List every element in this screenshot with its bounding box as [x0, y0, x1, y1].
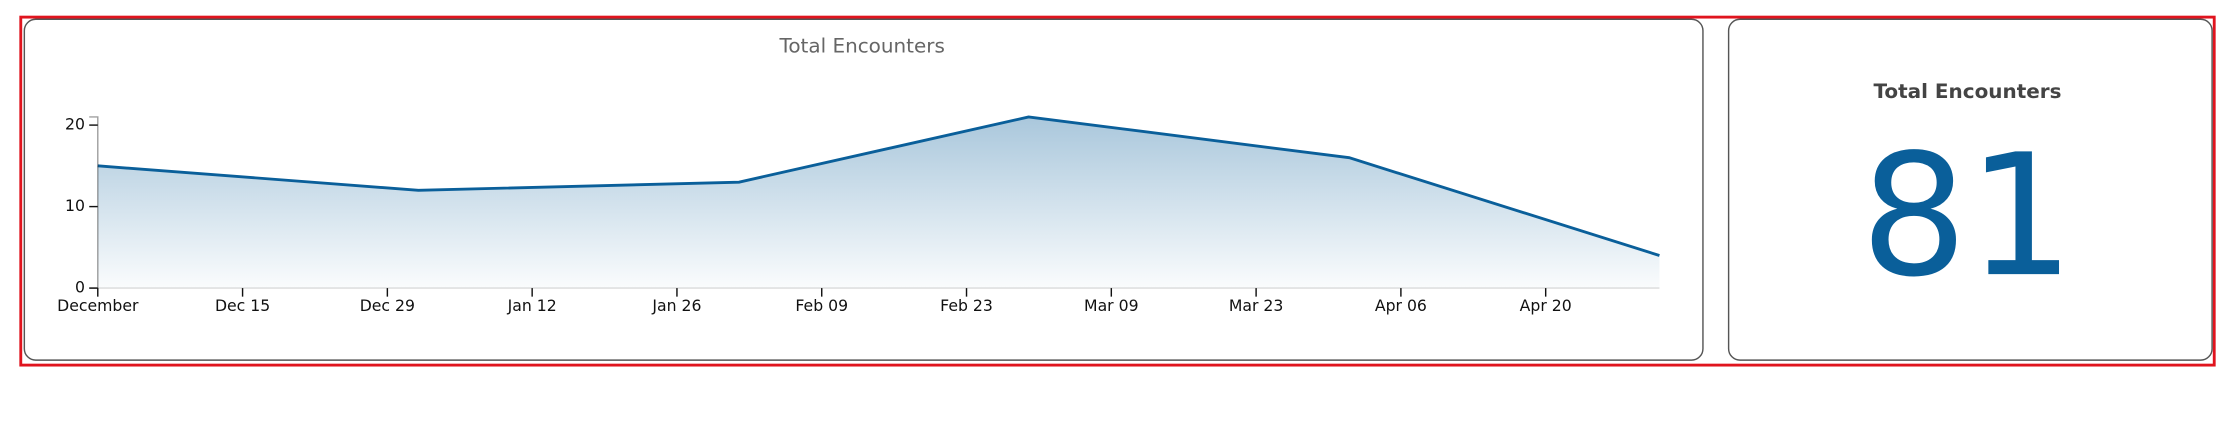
kpi-card — [1727, 18, 2213, 361]
kpi-title: Total Encounters — [1873, 79, 2061, 103]
selection-outline — [19, 15, 2216, 367]
x-tick-label: Dec 15 — [215, 296, 270, 315]
x-tick-label: Mar 09 — [1084, 296, 1139, 315]
plot-area: December Dec 15 Dec 29 Jan 12 Jan 26 Feb 09 Fe… — [57, 115, 1660, 315]
chart-title: Total Encounters — [779, 34, 945, 58]
x-tick-label: Mar 23 — [1229, 296, 1284, 315]
line — [97, 115, 1660, 257]
x-tick-label: Apr 20 — [1520, 296, 1572, 315]
x-tick-label: Dec 29 — [360, 296, 415, 315]
y-tick-label: 10 — [65, 196, 85, 215]
x-tick-label: Jan 26 — [651, 296, 701, 315]
x-tick-label: Jan 12 — [507, 296, 557, 315]
area — [97, 116, 1660, 289]
x-tick-label: Apr 06 — [1375, 296, 1427, 315]
y-tick-label: 20 — [65, 115, 85, 134]
kpi-value: 81 — [1860, 118, 2074, 314]
y-tick-label: 0 — [75, 278, 85, 297]
x-tick-label: December — [57, 296, 139, 315]
x-tick-label: Feb 09 — [795, 296, 848, 315]
x-tick-label: Feb 23 — [940, 296, 993, 315]
